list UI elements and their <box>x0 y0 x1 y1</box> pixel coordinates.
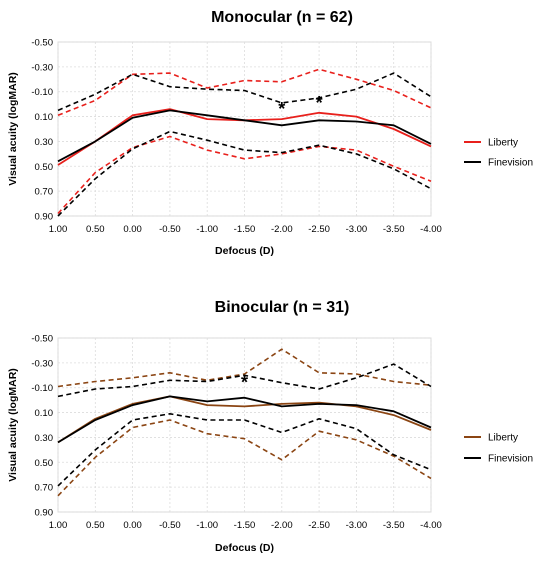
range-line-dashed <box>57 363 432 398</box>
x-tick-label: -0.50 <box>159 224 181 235</box>
binocular-chart: Binocular (n = 31) -0.50 -0.30 -0.10 0.10 0.… <box>7 299 533 554</box>
range-line-dashed <box>57 72 432 112</box>
binocular-y-ticks: -0.50 -0.30 -0.10 0.10 0.30 0.50 0.70 0.90 <box>31 334 53 519</box>
monocular-legend: Liberty Finevision <box>464 138 533 169</box>
binocular-legend: Liberty Finevision <box>464 433 533 465</box>
y-tick-label: 0.10 <box>35 112 54 123</box>
x-tick-label: 1.00 <box>49 224 68 235</box>
monocular-grid <box>57 41 432 217</box>
y-tick-label: 0.90 <box>35 212 54 223</box>
x-tick-label: 1.00 <box>49 520 68 531</box>
x-tick-label: -3.50 <box>383 520 405 531</box>
significance-marker: * <box>278 99 285 119</box>
legend-label: Finevision <box>488 454 533 465</box>
x-tick-label: -3.00 <box>346 520 368 531</box>
y-tick-label: 0.90 <box>35 508 54 519</box>
range-line-dashed <box>57 419 432 497</box>
x-tick-label: 0.00 <box>123 224 142 235</box>
range-line-dashed <box>57 68 432 117</box>
monocular-x-ticks: 1.00 0.50 0.00 -0.50 -1.00 -1.50 -2.00 -2.50 -3.… <box>49 224 442 235</box>
y-tick-label: -0.30 <box>31 62 53 73</box>
x-tick-label: -0.50 <box>159 520 181 531</box>
legend-label: Finevision <box>488 158 533 169</box>
x-tick-label: -1.00 <box>196 520 218 531</box>
monocular-y-ticks: -0.50 -0.30 -0.10 0.10 0.30 0.50 0.70 0.90 <box>31 38 53 223</box>
x-tick-label: -1.50 <box>234 520 256 531</box>
x-tick-label: -4.00 <box>420 520 442 531</box>
binocular-x-ticks: 1.00 0.50 0.00 -0.50 -1.00 -1.50 -2.00 -2.50 -3.… <box>49 520 442 531</box>
x-tick-label: -3.00 <box>346 224 368 235</box>
x-tick-label: 0.50 <box>86 224 105 235</box>
monocular-annotations: * * <box>278 93 322 119</box>
y-tick-label: 0.50 <box>35 458 54 469</box>
binocular-series-lines <box>57 348 432 497</box>
binocular-y-axis-label: Visual acuity (logMAR) <box>7 368 19 482</box>
y-tick-label: -0.10 <box>31 87 53 98</box>
x-tick-label: -3.50 <box>383 224 405 235</box>
series-line-finevision <box>57 109 432 163</box>
binocular-x-axis-label: Defocus (D) <box>215 542 274 554</box>
x-tick-label: -2.00 <box>271 224 293 235</box>
significance-marker: * <box>241 373 248 393</box>
x-tick-label: -4.00 <box>420 224 442 235</box>
y-tick-label: -0.10 <box>31 383 53 394</box>
x-tick-label: -2.00 <box>271 520 293 531</box>
significance-marker: * <box>316 93 323 113</box>
y-tick-label: -0.50 <box>31 334 53 345</box>
monocular-x-axis-label: Defocus (D) <box>215 245 274 257</box>
y-tick-label: -0.50 <box>31 38 53 49</box>
x-tick-label: -1.50 <box>234 224 256 235</box>
range-line-dashed <box>57 135 432 215</box>
y-tick-label: 0.10 <box>35 408 54 419</box>
legend-label: Liberty <box>488 433 518 444</box>
y-tick-label: 0.70 <box>35 187 54 198</box>
binocular-grid <box>57 337 432 513</box>
x-tick-label: 0.50 <box>86 520 105 531</box>
x-tick-label: 0.00 <box>123 520 142 531</box>
monocular-chart: Monocular (n = 62) -0.50 -0.30 -0.10 0.10 0.… <box>7 9 533 257</box>
y-tick-label: 0.70 <box>35 483 54 494</box>
monocular-chart-title: Monocular (n = 62) <box>211 9 353 26</box>
monocular-y-axis-label: Visual acuity (logMAR) <box>7 72 19 186</box>
monocular-series-lines <box>57 68 432 217</box>
x-tick-label: -2.50 <box>308 520 330 531</box>
x-tick-label: -1.00 <box>196 224 218 235</box>
series-line-liberty <box>57 395 432 444</box>
binocular-annotations: * <box>241 373 248 393</box>
plot-area <box>57 337 432 513</box>
x-tick-label: -2.50 <box>308 224 330 235</box>
range-line-dashed <box>57 412 432 487</box>
legend-label: Liberty <box>488 138 518 149</box>
binocular-chart-title: Binocular (n = 31) <box>215 299 350 316</box>
y-tick-label: 0.30 <box>35 137 54 148</box>
series-line-finevision <box>57 395 432 444</box>
y-tick-label: 0.30 <box>35 433 54 444</box>
range-line-dashed <box>57 348 432 388</box>
y-tick-label: 0.50 <box>35 162 54 173</box>
y-tick-label: -0.30 <box>31 358 53 369</box>
